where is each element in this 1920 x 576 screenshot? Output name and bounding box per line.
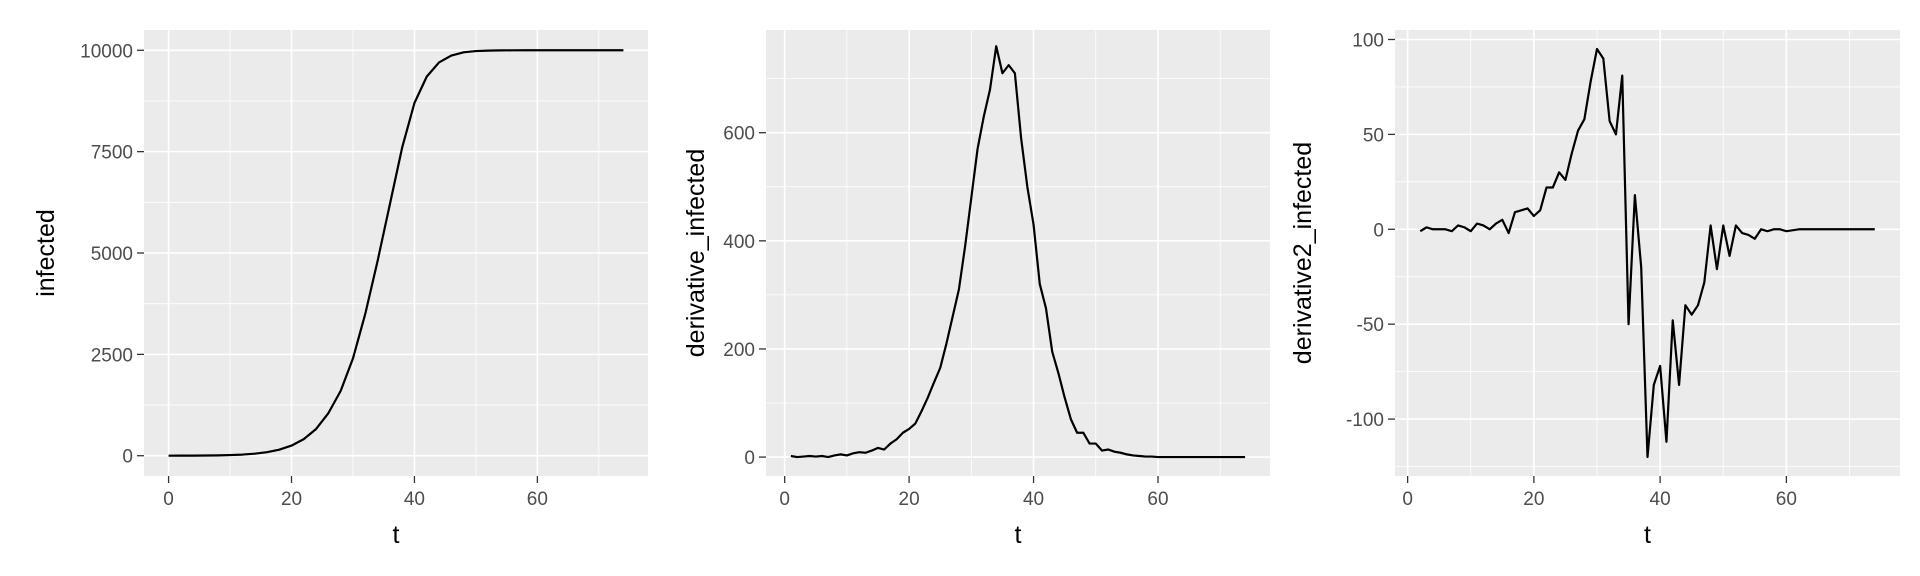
y-tick-label: 0 — [744, 448, 755, 469]
y-tick-label: 600 — [723, 124, 755, 145]
x-tick-label: 20 — [899, 489, 920, 510]
y-tick-label: 400 — [723, 232, 755, 253]
y-tick-label: 100 — [1352, 30, 1384, 51]
chart-panel-3: 0 20 40 60 -100 -50 0 50 100 t derivative2_infecte… — [1289, 30, 1900, 549]
chart-panel-1: 0 20 40 60 0 2500 5000 7500 10000 t infected — [32, 30, 648, 549]
x-tick-label: 20 — [281, 489, 302, 510]
y-tick-label: 2500 — [91, 345, 133, 366]
y-tick-label: 50 — [1363, 125, 1384, 146]
x-tick-label: 40 — [1023, 489, 1044, 510]
panel-background — [1395, 30, 1900, 476]
x-tick-label: 0 — [779, 489, 790, 510]
y-tick-label: 200 — [723, 340, 755, 361]
x-axis-title: t — [1015, 521, 1022, 549]
x-tick-label: 60 — [1776, 489, 1797, 510]
x-tick-label: 40 — [1650, 489, 1671, 510]
x-tick-label: 40 — [404, 489, 425, 510]
x-tick-label: 0 — [163, 489, 174, 510]
y-axis-title: derivative_infected — [682, 149, 710, 357]
y-tick-label: 0 — [1373, 220, 1384, 241]
y-tick-label: 7500 — [91, 143, 133, 164]
y-tick-label: -100 — [1346, 410, 1384, 431]
y-axis-title: derivative2_infected — [1289, 142, 1317, 364]
x-tick-label: 60 — [527, 489, 548, 510]
x-tick-label: 60 — [1147, 489, 1168, 510]
y-tick-label: -50 — [1357, 315, 1384, 336]
x-axis-title: t — [393, 521, 400, 549]
x-axis-title: t — [1644, 521, 1651, 549]
y-tick-label: 0 — [122, 447, 133, 468]
series-line-1 — [1419, 47, 1875, 459]
x-tick-label: 20 — [1523, 489, 1544, 510]
y-tick-label: 10000 — [80, 41, 133, 62]
x-tick-label: 0 — [1402, 489, 1413, 510]
series-line-1 — [168, 49, 624, 457]
series-line-1 — [790, 45, 1246, 459]
y-axis-title: infected — [32, 209, 60, 297]
y-tick-label: 5000 — [91, 244, 133, 265]
